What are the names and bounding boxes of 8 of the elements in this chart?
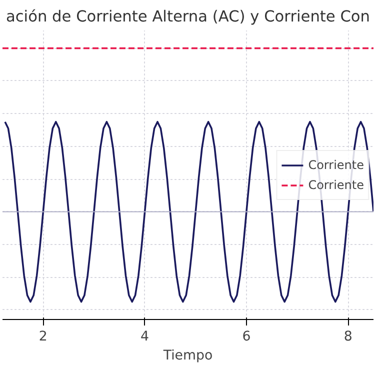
x-tick-label: 4 <box>140 330 150 344</box>
legend-label: Corriente <box>308 158 364 172</box>
chart-title: ación de Corriente Alterna (AC) y Corriente Con <box>6 8 370 26</box>
legend-label: Corriente <box>308 178 364 192</box>
x-tick-label: 6 <box>242 330 251 344</box>
x-tick-label: 8 <box>344 330 352 344</box>
x-tick-label: 2 <box>38 330 48 344</box>
x-axis-title: Tiempo <box>162 348 213 364</box>
